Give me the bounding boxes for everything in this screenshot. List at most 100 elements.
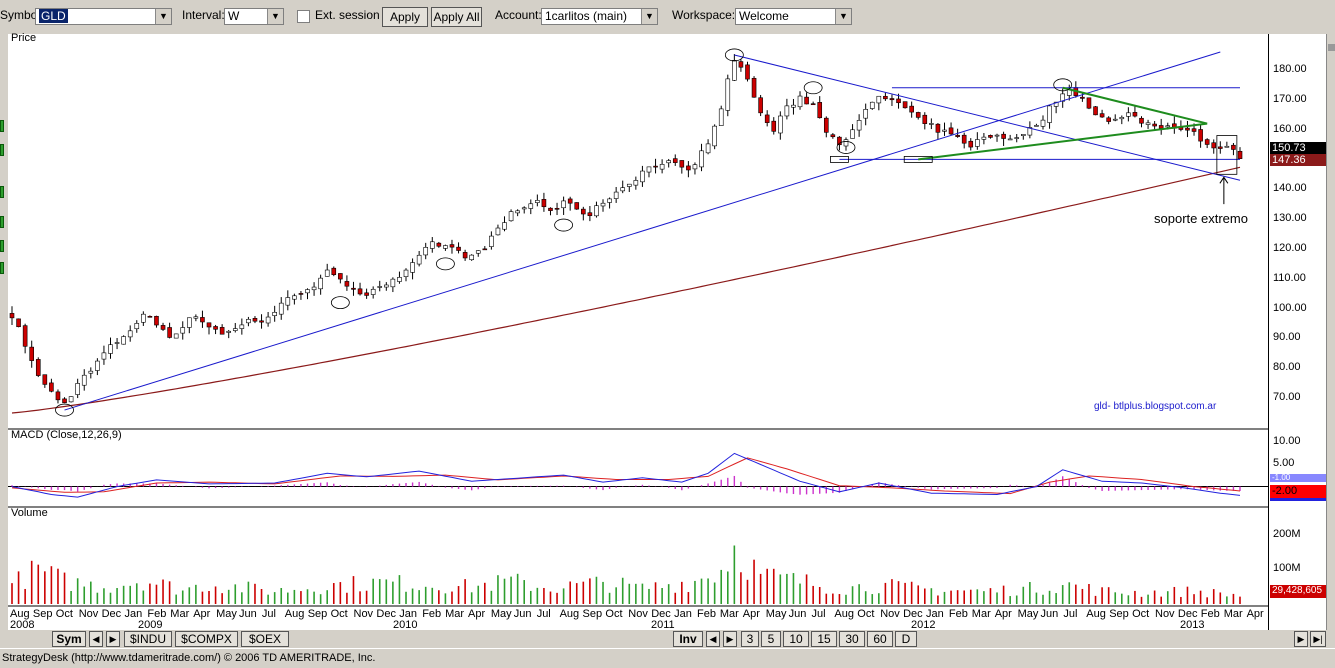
pivot-circle (554, 218, 574, 232)
price-tick-label: 160.00 (1273, 122, 1307, 135)
chevron-down-icon[interactable]: ▼ (641, 9, 657, 24)
candle-body (758, 97, 763, 114)
x-tick-label: May (1017, 608, 1039, 620)
x-tick-label: Apr (742, 608, 760, 620)
candle-body (141, 313, 146, 323)
prev-interval-arrow-icon[interactable]: ◀ (706, 631, 720, 647)
interval-tab-30[interactable]: 30 (839, 631, 865, 647)
chevron-down-icon[interactable]: ▼ (835, 9, 851, 24)
support-box (830, 156, 849, 163)
x-tick-label: Apr (1246, 608, 1264, 620)
candle-body (646, 166, 652, 173)
candle-body (154, 315, 159, 326)
candle-body (22, 325, 28, 347)
indicator-marker-icon[interactable] (0, 144, 4, 156)
chevron-down-icon[interactable]: ▼ (267, 9, 283, 24)
indicator-marker-icon[interactable] (0, 240, 4, 252)
candle-body (62, 398, 67, 404)
x-tick-label: Nov (353, 608, 374, 620)
indicator-marker-icon[interactable] (0, 262, 4, 274)
candle-body (955, 135, 960, 137)
candle-body (1165, 125, 1171, 128)
candle-body (712, 125, 717, 147)
x-tick-label: Jul (536, 608, 551, 620)
next-interval-arrow-icon[interactable]: ▶ (723, 631, 737, 647)
candle-body (961, 134, 967, 144)
candle-body (869, 101, 875, 109)
candle-body (725, 78, 731, 111)
candle-body (896, 98, 901, 104)
scroll-right-icon[interactable]: ▶ (1294, 631, 1308, 647)
candle-body (357, 288, 363, 295)
candle-body (594, 205, 599, 217)
interval-tab-5[interactable]: 5 (761, 631, 781, 647)
candle-body (1198, 129, 1203, 142)
candle-body (837, 136, 842, 146)
y-axis: 70.00 80.00 90.00 100.00 110.00 120.00 130.00 1… (1268, 34, 1327, 630)
indicator-marker-icon[interactable] (0, 186, 4, 198)
inv-button[interactable]: Inv (673, 631, 703, 647)
right-scroll-strip[interactable] (1326, 34, 1335, 630)
left-tool-strip (0, 34, 8, 630)
candle-body (679, 160, 685, 168)
workspace-combo[interactable]: Welcome ▼ (735, 8, 852, 25)
price-tick-label: 100.00 (1273, 301, 1307, 314)
indicator-marker-icon[interactable] (0, 120, 4, 132)
candle-body (1014, 137, 1020, 139)
interval-tab-10[interactable]: 10 (783, 631, 809, 647)
sym-button[interactable]: Sym (52, 631, 86, 647)
interval-tab-3[interactable]: 3 (741, 631, 759, 647)
x-year-label: 2011 (651, 619, 675, 631)
candle-body (771, 120, 777, 132)
candle-body (200, 317, 205, 323)
next-tab-arrow-icon[interactable]: ▶ (106, 631, 120, 647)
apply-all-button[interactable]: Apply All (431, 7, 482, 27)
price-tick-label: 120.00 (1273, 241, 1307, 254)
candle-body (804, 96, 809, 105)
candle-body (626, 183, 632, 187)
candle-body (633, 180, 639, 186)
chart-canvas[interactable] (8, 34, 1268, 630)
chart-annotation: soporte extremo (1154, 211, 1248, 226)
tab-oex[interactable]: $OEX (241, 631, 289, 647)
tab-compx[interactable]: $COMPX (175, 631, 238, 647)
symbol-combo[interactable]: GLD ▼ (35, 8, 172, 25)
scroll-end-icon[interactable]: ▶| (1310, 631, 1326, 647)
x-tick-label: Aug (284, 608, 305, 620)
indicator-marker-icon[interactable] (0, 216, 4, 228)
candle-body (482, 248, 488, 251)
macd-tick-label: 5.00 (1273, 457, 1295, 470)
volume-panel-title: Volume (11, 507, 48, 519)
candle-body (1152, 123, 1157, 127)
candle-body (16, 318, 21, 328)
candle-body (567, 198, 573, 204)
support-box (903, 156, 933, 163)
candle-body (1001, 133, 1006, 139)
x-tick-label: Mar (170, 608, 190, 620)
symbol-value: GLD (39, 9, 68, 23)
interval-combo[interactable]: W ▼ (224, 8, 284, 25)
ext-session-checkbox[interactable] (297, 10, 310, 23)
candle-body (95, 360, 100, 371)
tab-bar: Sym ◀ ▶ $INDU $COMPX $OEX Inv ◀ ▶ 3 5 10… (0, 630, 1335, 648)
chevron-down-icon[interactable]: ▼ (155, 9, 171, 24)
candle-body (889, 98, 895, 101)
x-tick-label: Oct (55, 608, 73, 620)
scroll-handle-icon[interactable] (1328, 44, 1335, 51)
interval-tab-d[interactable]: D (895, 631, 917, 647)
candle-body (206, 322, 212, 328)
chart-area[interactable]: Price MACD (Close,12,26,9) Volume soport… (8, 32, 1268, 631)
candle-body (863, 109, 868, 119)
x-tick-label: Mar (971, 608, 991, 620)
candle-body (541, 199, 547, 208)
prev-tab-arrow-icon[interactable]: ◀ (89, 631, 103, 647)
x-tick-label: Dec (651, 608, 671, 620)
tab-indu[interactable]: $INDU (124, 631, 172, 647)
apply-button[interactable]: Apply (382, 7, 428, 27)
account-combo[interactable]: 1carlitos (main) ▼ (541, 8, 658, 25)
interval-tab-60[interactable]: 60 (867, 631, 893, 647)
interval-tab-15[interactable]: 15 (811, 631, 837, 647)
candle-body (968, 140, 974, 148)
candle-body (856, 120, 862, 131)
candle-body (1027, 127, 1033, 136)
